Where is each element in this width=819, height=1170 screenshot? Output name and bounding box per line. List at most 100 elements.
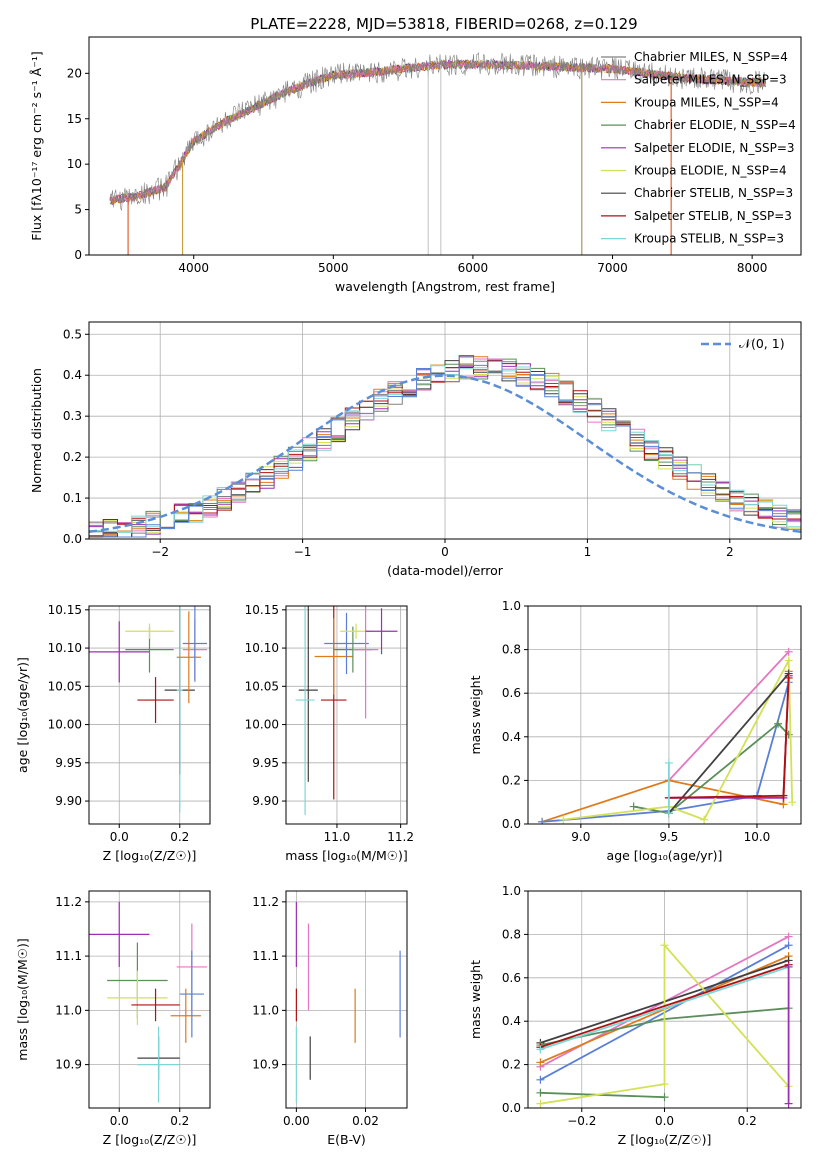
y-tick-label: 1.0 [502,599,521,613]
data-point-5 [176,606,183,813]
x-tick-label: 0.2 [170,1114,189,1128]
legend-label: Kroupa MILES, N_SSP=4 [634,95,779,109]
series-marker [784,1099,793,1108]
x-tick-label: 0.2 [170,830,189,844]
x-tick-label: 0.2 [738,1114,757,1128]
plot-area [89,901,207,1103]
y-tick-label: 10.05 [245,679,279,693]
legend-label: Chabrier STELIB, N_SSP=3 [634,186,793,200]
series-marker [538,817,547,824]
series-marker [784,962,793,971]
y-tick-label: 10.10 [48,641,82,655]
y-tick-label: 0.4 [502,1014,521,1028]
x-tick-label: 0.0 [110,830,129,844]
plot-area [536,932,793,1108]
plot-area [295,606,398,815]
y-tick-label: 0.4 [502,730,521,744]
series-line-0 [668,651,790,782]
y-tick-label: 0.0 [502,1101,521,1115]
data-point-1 [295,606,315,815]
y-tick-label: 0.8 [502,927,521,941]
series-line-1 [541,671,790,823]
legend-label: 𝒩(0, 1) [739,336,785,351]
data-point-3 [137,677,174,724]
series-line-3 [633,722,790,815]
y-tick-label: 11.2 [55,895,82,909]
spectrum-series-0 [109,52,767,211]
y-tick-label: 0.4 [63,368,82,382]
y-axis-label: age [log₁₀(age/yr)] [15,657,30,773]
y-tick-label: 9.95 [252,756,279,770]
plot-area [109,52,767,255]
y-tick-label: 10.9 [252,1058,279,1072]
x-tick-label: −1 [294,545,312,559]
data-point-0 [89,901,150,967]
data-point-6 [176,611,201,704]
series-marker [784,932,793,941]
series-marker [774,719,783,728]
series-marker [559,815,568,824]
y-tick-label: 11.2 [252,895,279,909]
series-line-6 [668,673,790,814]
x-axis-label: mass [log₁₀(M/M☉)] [285,848,407,863]
series-marker [660,1093,669,1102]
data-point-5 [324,612,369,675]
x-tick-label: −2 [151,545,169,559]
y-tick-label: 0.2 [63,450,82,464]
y-tick-label: 10.00 [245,718,279,732]
axes-frame [88,36,802,256]
series-marker [536,1058,545,1067]
y-tick-label: 5 [74,203,82,217]
x-tick-label: 0.0 [655,1114,674,1128]
chart-residuals: −2 −1 0 1 2 0.0 0.1 0.2 0.3 0.4 0.5 (data-model)/er… [29,321,802,578]
data-point-8 [365,608,398,655]
normal-curve [89,374,801,534]
series-line-5 [540,1091,665,1099]
x-tick-label: 9.5 [659,830,678,844]
legend-label: Chabrier MILES, N_SSP=4 [634,50,788,64]
y-tick-label: 10.05 [48,679,82,693]
y-tick-label: 20 [67,66,82,80]
series-marker [779,791,788,800]
chart-mass-vs-Z: 0.0 0.2 10.9 11.0 11.1 11.2 Z [log₁₀(Z/Z☉)] mas… [15,890,211,1147]
data-point-2 [107,970,168,1025]
y-tick-label: 0.2 [502,1058,521,1072]
x-axis-label: age [log₁₀(age/yr)] [607,848,723,863]
x-tick-label: 6000 [458,261,489,275]
legend-label: Salpeter MILES, N_SSP=3 [634,73,787,87]
x-tick-label: −0.2 [567,1114,596,1128]
y-tick-label: 10.15 [48,603,82,617]
series-marker [784,647,793,656]
series-marker [536,1045,545,1054]
data-point-6 [170,988,201,1043]
axes-frame [285,890,408,1109]
y-tick-label: 0 [74,248,82,262]
series-marker [536,1075,545,1084]
x-axis-label: E(B-V) [327,1132,366,1147]
series-marker [664,758,673,767]
y-tick-label: 11.1 [252,949,279,963]
legend-label: Kroupa ELODIE, N_SSP=4 [634,164,787,178]
y-tick-label: 11.0 [252,1003,279,1017]
data-point-2 [125,623,174,639]
y-tick-label: 0.3 [63,409,82,423]
y-tick-label: 15 [67,112,82,126]
legend-label: Chabrier ELODIE, N_SSP=4 [634,118,796,132]
chart-massweight-vs-age: 9.0 9.5 10.0 0.0 0.2 0.4 0.6 0.8 1.0 age [log₁₀(a… [468,599,802,863]
y-tick-label: 9.90 [55,794,82,808]
series-marker [784,941,793,950]
series-marker [788,798,797,807]
y-tick-label: 10.00 [48,718,82,732]
chart-spectrum: 4000 5000 6000 7000 8000 0 5 10 15 20 wavelength [… [29,36,802,294]
series-marker [629,802,638,811]
data-point-3 [314,618,353,695]
axes-frame [527,605,802,825]
legend-label: Salpeter ELODIE, N_SSP=3 [634,141,795,155]
x-tick-label: 1 [584,545,592,559]
x-tick-label: 7000 [597,261,628,275]
y-tick-label: 10 [67,157,82,171]
plot-area [89,355,801,538]
x-tick-label: 0 [441,545,449,559]
y-tick-label: 10.15 [245,603,279,617]
series-marker [784,656,793,665]
